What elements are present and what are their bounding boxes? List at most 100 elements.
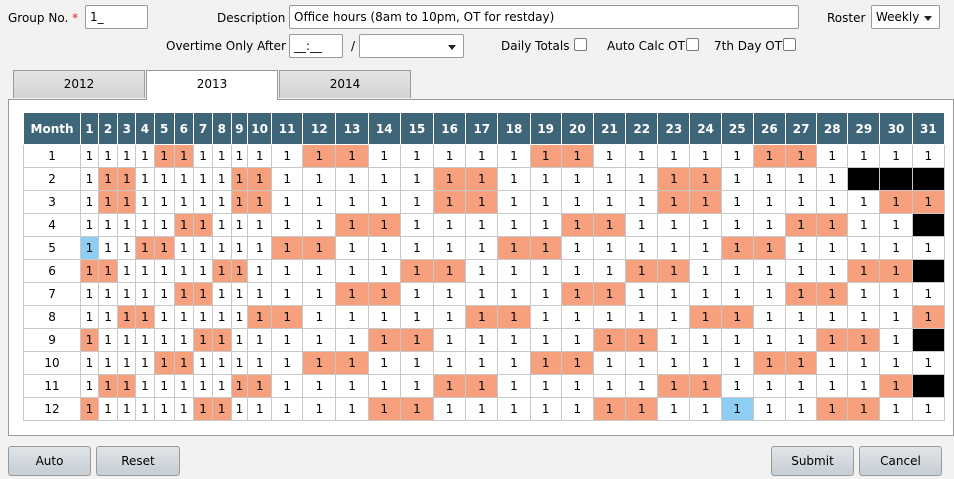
day-cell[interactable]: 1: [657, 236, 691, 260]
day-cell[interactable]: 1: [879, 213, 913, 237]
day-cell[interactable]: 1: [720, 374, 754, 398]
day-cell[interactable]: 1: [230, 213, 249, 237]
day-cell[interactable]: 1: [271, 397, 304, 421]
day-cell[interactable]: 1: [465, 328, 499, 352]
day-cell[interactable]: 1: [625, 213, 659, 237]
day-cell[interactable]: 1: [689, 259, 722, 283]
day-cell[interactable]: 1: [752, 190, 787, 214]
day-cell[interactable]: 1: [752, 374, 787, 398]
day-cell[interactable]: 1: [247, 305, 273, 329]
day-cell[interactable]: 1: [230, 190, 249, 214]
day-cell[interactable]: 1: [752, 397, 787, 421]
day-cell[interactable]: 1: [592, 374, 627, 398]
day-cell[interactable]: 1: [135, 259, 155, 283]
day-cell[interactable]: 1: [689, 236, 722, 260]
day-cell[interactable]: 1: [97, 282, 119, 306]
day-cell[interactable]: 1: [847, 282, 881, 306]
day-cell[interactable]: 1: [335, 328, 369, 352]
day-cell[interactable]: 1: [784, 144, 818, 168]
day-cell[interactable]: 1: [135, 190, 155, 214]
day-cell[interactable]: 1: [529, 190, 562, 214]
day-cell[interactable]: 1: [302, 282, 337, 306]
day-cell[interactable]: 1: [271, 305, 304, 329]
day-cell[interactable]: 1: [911, 144, 946, 168]
day-cell[interactable]: 1: [211, 213, 232, 237]
submit-button[interactable]: Submit: [771, 446, 854, 476]
day-cell[interactable]: 1: [560, 167, 594, 191]
day-cell[interactable]: 1: [247, 167, 273, 191]
day-cell[interactable]: 1: [816, 167, 849, 191]
day-cell[interactable]: 1: [117, 305, 137, 329]
day-cell[interactable]: 1: [117, 259, 137, 283]
day-cell[interactable]: 1: [271, 259, 304, 283]
day-cell[interactable]: 1: [135, 144, 155, 168]
day-cell[interactable]: 1: [399, 397, 435, 421]
day-cell[interactable]: 1: [247, 328, 273, 352]
day-cell[interactable]: 1: [752, 328, 787, 352]
day-cell[interactable]: 1: [399, 213, 435, 237]
day-cell[interactable]: 1: [720, 328, 754, 352]
day-cell[interactable]: 1: [529, 259, 562, 283]
day-cell[interactable]: 1: [433, 236, 467, 260]
day-cell[interactable]: 1: [720, 259, 754, 283]
day-cell[interactable]: 1: [465, 305, 499, 329]
day-cell[interactable]: 1: [465, 236, 499, 260]
day-cell[interactable]: 1: [433, 351, 467, 375]
day-cell[interactable]: 1: [173, 144, 195, 168]
day-cell[interactable]: 1: [399, 236, 435, 260]
day-cell[interactable]: 1: [689, 305, 722, 329]
daily-totals-checkbox[interactable]: [574, 38, 587, 51]
day-cell[interactable]: 1: [173, 374, 195, 398]
day-cell[interactable]: 1: [230, 236, 249, 260]
day-cell[interactable]: 1: [247, 236, 273, 260]
day-cell[interactable]: 1: [784, 374, 818, 398]
day-cell[interactable]: 1: [847, 259, 881, 283]
day-cell[interactable]: 1: [720, 236, 754, 260]
day-cell[interactable]: 1: [153, 144, 175, 168]
day-cell[interactable]: 1: [529, 213, 562, 237]
day-cell[interactable]: 1: [193, 282, 213, 306]
day-cell[interactable]: 1: [153, 374, 175, 398]
day-cell[interactable]: 1: [193, 374, 213, 398]
day-cell[interactable]: 1: [465, 144, 499, 168]
day-cell[interactable]: 1: [752, 282, 787, 306]
day-cell[interactable]: 1: [592, 328, 627, 352]
day-cell[interactable]: 1: [689, 374, 722, 398]
day-cell[interactable]: 1: [211, 397, 232, 421]
day-cell[interactable]: 1: [302, 397, 337, 421]
day-cell[interactable]: 1: [97, 144, 119, 168]
day-cell[interactable]: 1: [529, 397, 562, 421]
day-cell[interactable]: 1: [625, 190, 659, 214]
day-cell[interactable]: 1: [367, 305, 401, 329]
day-cell[interactable]: 1: [625, 236, 659, 260]
day-cell[interactable]: 1: [592, 397, 627, 421]
day-cell[interactable]: 1: [720, 305, 754, 329]
day-cell[interactable]: 1: [335, 144, 369, 168]
day-cell[interactable]: 1: [153, 213, 175, 237]
day-cell[interactable]: 1: [689, 144, 722, 168]
tab-2014[interactable]: 2014: [279, 70, 411, 98]
day-cell[interactable]: 1: [211, 259, 232, 283]
day-cell[interactable]: 1: [247, 213, 273, 237]
day-cell[interactable]: 1: [117, 167, 137, 191]
day-cell[interactable]: 1: [399, 351, 435, 375]
day-cell[interactable]: 1: [497, 213, 531, 237]
day-cell[interactable]: 1: [80, 190, 99, 214]
day-cell[interactable]: 1: [80, 374, 99, 398]
day-cell[interactable]: 1: [211, 167, 232, 191]
day-cell[interactable]: 1: [879, 397, 913, 421]
day-cell[interactable]: 1: [80, 351, 99, 375]
day-cell[interactable]: 1: [302, 213, 337, 237]
day-cell[interactable]: 1: [529, 282, 562, 306]
day-cell[interactable]: 1: [230, 351, 249, 375]
day-cell[interactable]: 1: [911, 282, 946, 306]
day-cell[interactable]: 1: [80, 144, 99, 168]
day-cell[interactable]: 1: [689, 397, 722, 421]
day-cell[interactable]: 1: [592, 351, 627, 375]
roster-select[interactable]: Weekly: [871, 5, 940, 29]
day-cell[interactable]: 1: [560, 190, 594, 214]
day-cell[interactable]: 1: [879, 144, 913, 168]
day-cell[interactable]: 1: [720, 167, 754, 191]
day-cell[interactable]: 1: [399, 190, 435, 214]
day-cell[interactable]: 1: [816, 282, 849, 306]
